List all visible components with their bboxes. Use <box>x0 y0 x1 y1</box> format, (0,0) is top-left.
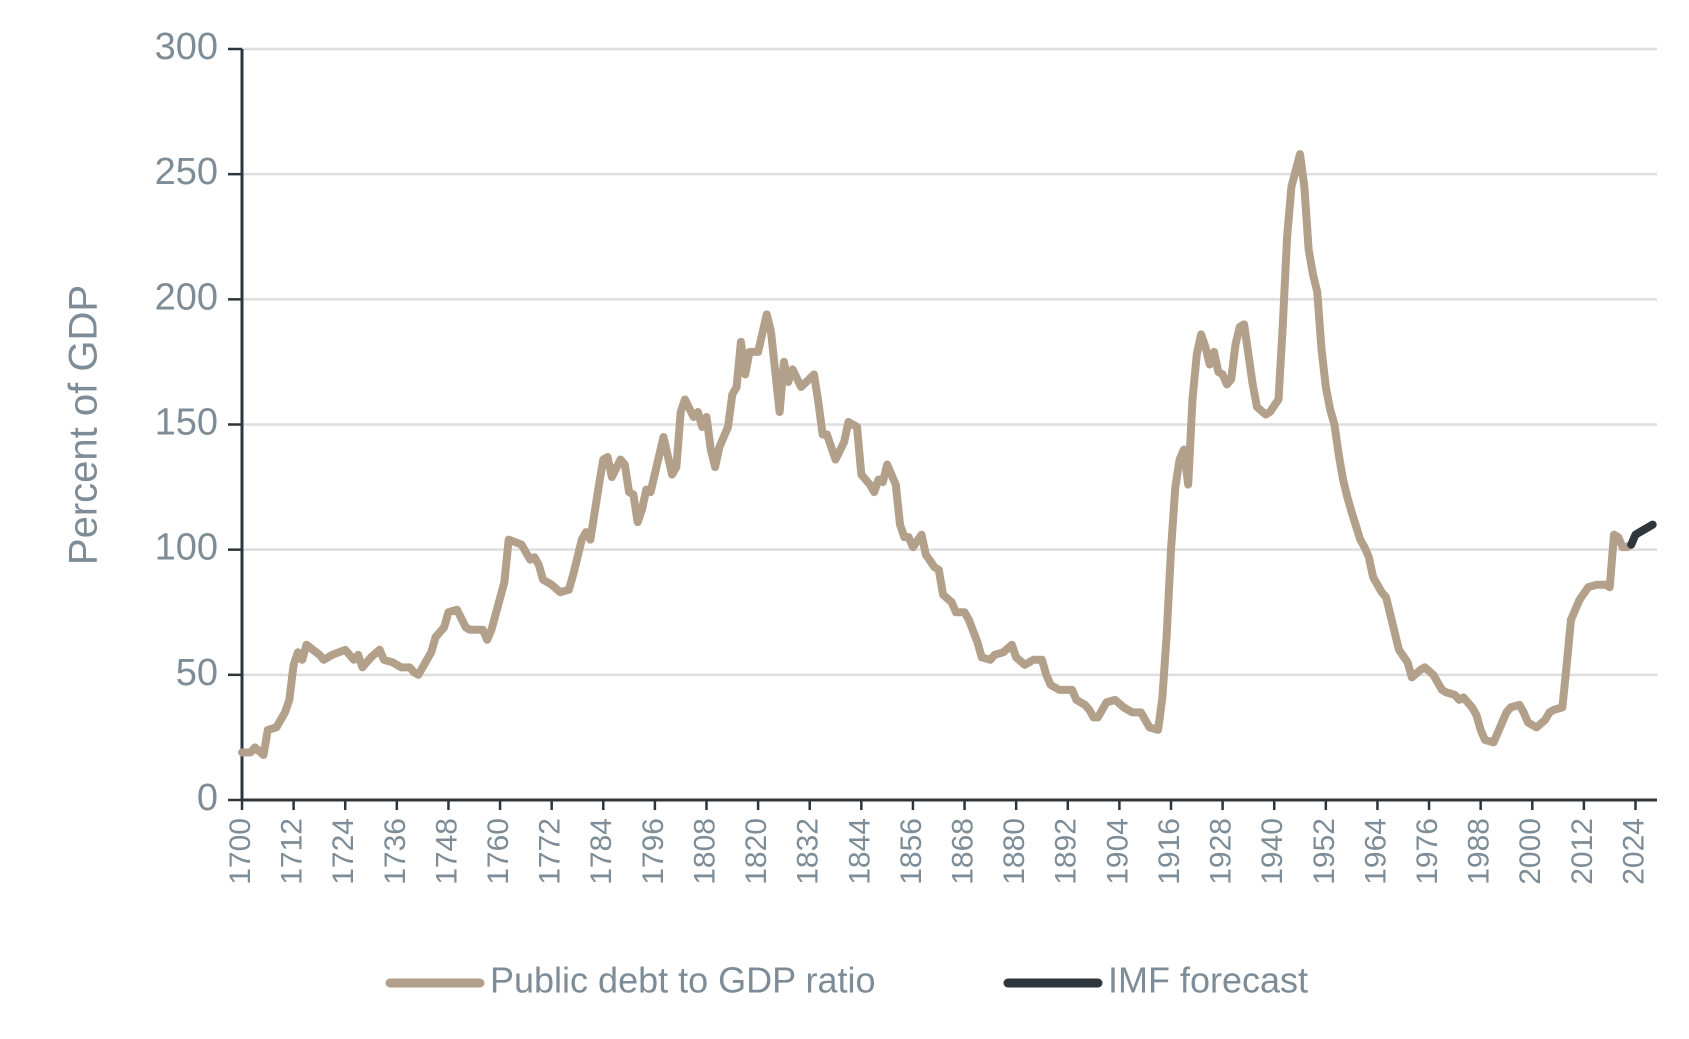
y-tick-label: 200 <box>155 276 218 318</box>
x-tick-label: 2024 <box>1617 818 1650 885</box>
legend: Public debt to GDP ratio IMF forecast <box>385 960 1308 1001</box>
x-tick-label: 1820 <box>740 818 773 885</box>
x-tick-label: 1784 <box>585 818 618 885</box>
x-tick-label: 1844 <box>843 818 876 885</box>
x-tick-label: 1904 <box>1101 818 1134 885</box>
x-tick-label: 1760 <box>482 818 515 885</box>
y-tick-label: 50 <box>176 652 218 694</box>
x-tick-label: 1892 <box>1050 818 1083 885</box>
y-tick-label: 100 <box>155 527 218 569</box>
legend-label: IMF forecast <box>1108 960 1308 1001</box>
x-tick-label: 1988 <box>1463 818 1496 885</box>
x-tick-label: 2012 <box>1566 818 1599 885</box>
x-tick-label: 1724 <box>327 818 360 885</box>
x-tick-label: 1700 <box>224 818 257 885</box>
legend-label: Public debt to GDP ratio <box>490 960 876 1001</box>
x-tick-label: 1952 <box>1308 818 1341 885</box>
x-tick-label: 2000 <box>1514 818 1547 885</box>
x-tick-label: 1940 <box>1256 818 1289 885</box>
x-tick-label: 1748 <box>430 818 463 885</box>
x-tick-label: 1916 <box>1153 818 1186 885</box>
x-tick-label: 1796 <box>637 818 670 885</box>
y-tick-label: 250 <box>155 151 218 193</box>
x-tick-label: 1736 <box>379 818 412 885</box>
y-tick-label: 300 <box>155 26 218 68</box>
x-tick-label: 1928 <box>1205 818 1238 885</box>
y-tick-label: 0 <box>197 777 218 819</box>
x-tick-label: 1964 <box>1359 818 1392 885</box>
data-line <box>1627 520 1657 549</box>
x-tick-label: 1832 <box>792 818 825 885</box>
x-tick-label: 1856 <box>895 818 928 885</box>
y-axis-title: Percent of GDP <box>62 285 106 565</box>
x-tick-label: 1772 <box>534 818 567 885</box>
y-tick-label: 150 <box>155 402 218 444</box>
x-tick-label: 1808 <box>688 818 721 885</box>
x-tick-label: 1880 <box>998 818 1031 885</box>
data-line <box>238 150 1636 759</box>
x-tick-label: 1976 <box>1411 818 1444 885</box>
x-tick-label: 1712 <box>276 818 309 885</box>
x-tick-label: 1868 <box>946 818 979 885</box>
